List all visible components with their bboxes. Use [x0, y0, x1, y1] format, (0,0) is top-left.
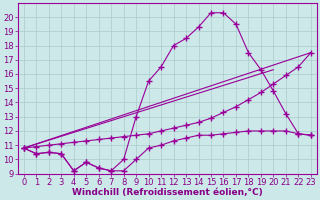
X-axis label: Windchill (Refroidissement éolien,°C): Windchill (Refroidissement éolien,°C) — [72, 188, 263, 197]
